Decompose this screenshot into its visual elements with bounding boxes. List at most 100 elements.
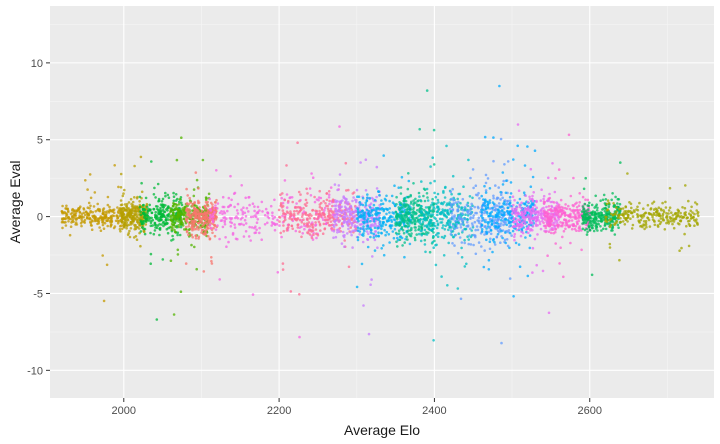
data-point xyxy=(495,221,498,225)
data-point xyxy=(473,220,477,224)
data-point xyxy=(406,203,410,207)
data-point xyxy=(611,192,614,195)
data-point xyxy=(223,211,227,215)
data-point xyxy=(161,258,165,261)
data-point xyxy=(82,207,85,210)
data-point xyxy=(337,204,341,208)
data-point xyxy=(216,224,219,227)
data-point xyxy=(159,218,163,221)
data-point xyxy=(689,209,692,213)
data-point xyxy=(332,236,335,239)
data-point xyxy=(420,214,423,217)
data-point xyxy=(296,141,299,144)
data-point xyxy=(418,127,422,131)
data-point xyxy=(531,198,534,201)
data-point xyxy=(369,219,372,223)
data-point xyxy=(612,205,615,208)
data-point xyxy=(214,228,218,231)
data-point xyxy=(364,203,368,207)
data-point xyxy=(88,173,92,176)
data-point xyxy=(376,246,379,249)
data-point xyxy=(291,200,295,204)
data-point xyxy=(433,191,436,195)
data-point xyxy=(134,209,137,213)
data-point xyxy=(665,221,668,225)
data-point xyxy=(173,228,176,232)
data-point xyxy=(418,195,421,198)
data-point xyxy=(125,227,128,230)
data-point xyxy=(399,192,403,195)
data-point xyxy=(318,203,322,206)
data-point xyxy=(297,205,300,209)
data-point xyxy=(605,220,609,223)
data-point xyxy=(544,214,548,218)
data-point xyxy=(325,218,329,221)
data-point xyxy=(61,226,64,230)
data-point xyxy=(488,199,492,202)
data-point xyxy=(206,204,210,208)
data-point xyxy=(329,220,333,223)
data-point xyxy=(441,224,445,227)
data-point xyxy=(102,299,106,303)
data-point xyxy=(661,218,665,222)
data-point xyxy=(366,238,369,241)
data-point xyxy=(281,214,284,218)
data-point xyxy=(119,186,123,189)
data-point xyxy=(681,206,684,209)
data-point xyxy=(476,205,480,209)
data-point xyxy=(80,220,84,223)
data-point xyxy=(567,225,571,229)
data-point xyxy=(592,229,596,233)
data-point xyxy=(235,215,238,218)
data-point xyxy=(516,223,520,226)
data-point xyxy=(536,233,539,236)
data-point xyxy=(343,210,346,213)
data-point xyxy=(678,222,681,226)
data-point xyxy=(305,201,309,205)
data-point xyxy=(283,179,287,182)
data-point xyxy=(429,181,432,185)
data-point xyxy=(138,195,142,199)
data-point xyxy=(588,217,592,220)
data-point xyxy=(175,158,179,162)
data-point xyxy=(432,339,435,342)
data-point xyxy=(179,196,183,199)
data-point xyxy=(437,207,441,211)
data-point xyxy=(321,218,325,221)
y-tick-label: -10 xyxy=(27,365,43,377)
data-point xyxy=(443,208,447,212)
data-point xyxy=(203,233,207,236)
data-point xyxy=(516,218,519,221)
data-point xyxy=(126,233,130,237)
data-point xyxy=(491,206,494,210)
data-point xyxy=(488,240,492,243)
data-point xyxy=(463,241,467,245)
data-point xyxy=(504,241,508,245)
data-point xyxy=(185,218,188,222)
data-point xyxy=(252,215,255,218)
data-point xyxy=(611,226,615,229)
data-point xyxy=(487,258,491,262)
data-point xyxy=(214,204,217,207)
data-point xyxy=(325,192,329,195)
data-point xyxy=(529,213,533,217)
data-point xyxy=(72,220,75,223)
data-point xyxy=(432,234,435,238)
data-point xyxy=(179,225,183,229)
data-point xyxy=(281,262,285,265)
data-point xyxy=(380,247,384,250)
data-point xyxy=(308,217,312,220)
data-point xyxy=(290,224,294,228)
data-point xyxy=(221,225,225,229)
data-point xyxy=(188,227,191,231)
data-point xyxy=(554,227,558,231)
data-point xyxy=(334,222,337,226)
data-point xyxy=(426,196,429,199)
data-point xyxy=(472,214,476,217)
data-point xyxy=(343,245,346,248)
data-point xyxy=(147,207,150,211)
data-point xyxy=(474,184,478,187)
data-point xyxy=(572,204,575,208)
data-point xyxy=(199,226,202,229)
data-point xyxy=(453,244,456,247)
